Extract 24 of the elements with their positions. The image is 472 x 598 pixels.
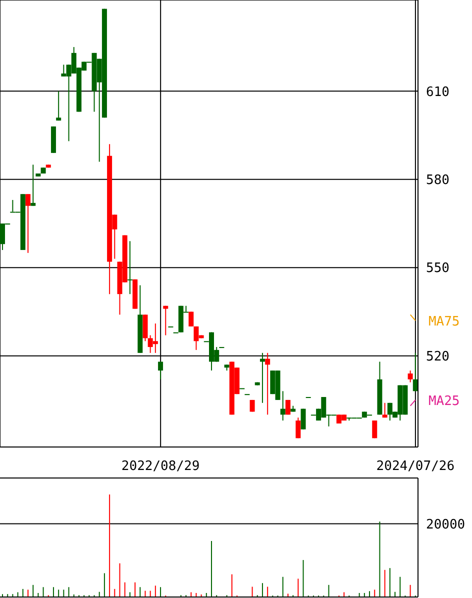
series-label: MA25 bbox=[428, 394, 460, 409]
series-label: MA75 bbox=[428, 314, 460, 330]
candlestick bbox=[280, 390, 286, 422]
candlestick bbox=[163, 305, 168, 336]
candlestick bbox=[408, 370, 413, 383]
candlestick bbox=[265, 352, 270, 416]
y-tick-label: 550 bbox=[426, 261, 450, 276]
candlestick bbox=[382, 402, 388, 418]
candlestick bbox=[142, 314, 148, 342]
x-tick-label: 2022/08/29 bbox=[121, 459, 200, 474]
candlestick bbox=[158, 361, 164, 380]
y-tick-label: 610 bbox=[426, 84, 450, 100]
y-tick-label: 580 bbox=[426, 173, 450, 188]
candlestick bbox=[25, 194, 30, 254]
candlestick bbox=[127, 240, 132, 295]
candlestick bbox=[300, 408, 306, 430]
y-tick-label: 20000 bbox=[426, 517, 466, 532]
x-tick-label: 2024/07/26 bbox=[376, 459, 455, 474]
candlestick bbox=[372, 420, 378, 439]
candlestick bbox=[296, 417, 301, 439]
candlestick bbox=[56, 90, 62, 122]
y-tick-label: 520 bbox=[426, 349, 450, 364]
candlestick bbox=[30, 164, 36, 206]
candlestick bbox=[188, 311, 194, 327]
